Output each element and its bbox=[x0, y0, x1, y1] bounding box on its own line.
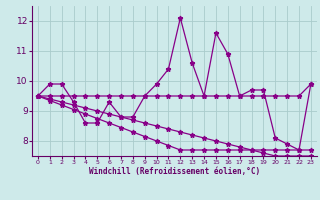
X-axis label: Windchill (Refroidissement éolien,°C): Windchill (Refroidissement éolien,°C) bbox=[89, 167, 260, 176]
